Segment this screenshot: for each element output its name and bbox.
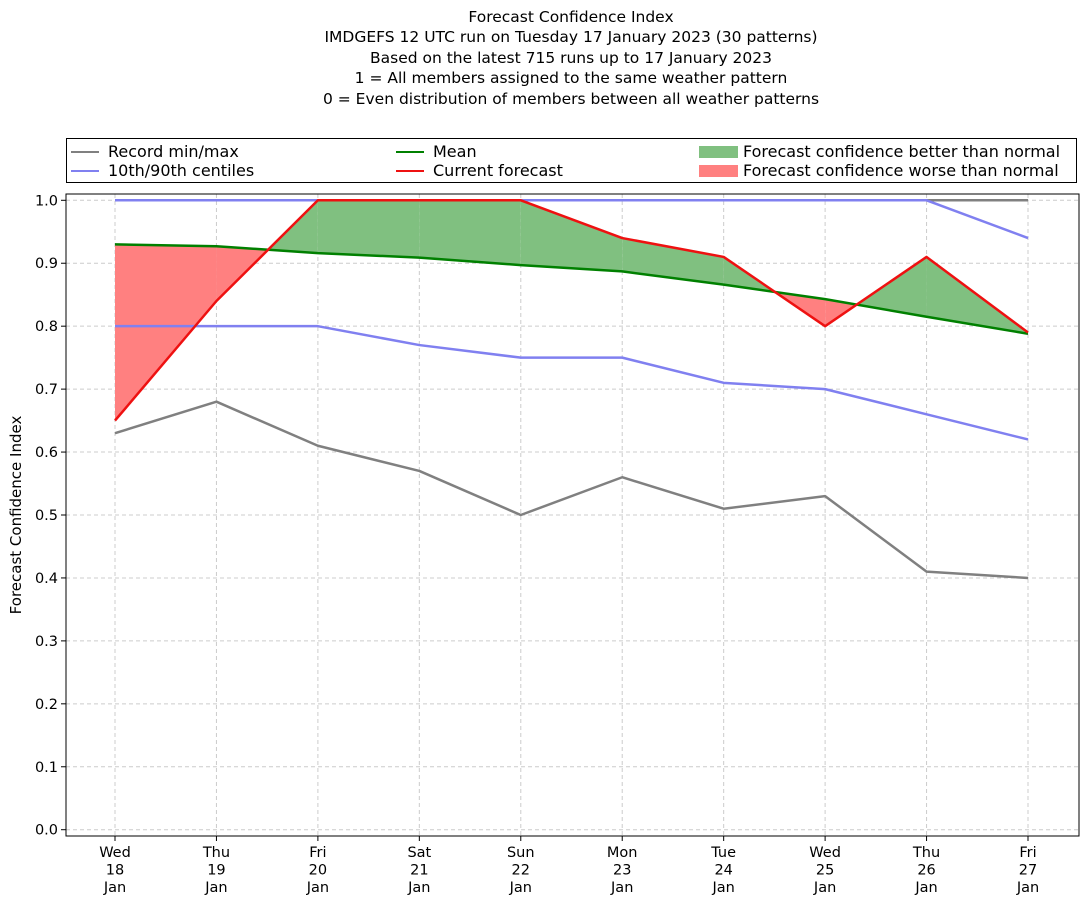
fill-better-4 (520, 200, 623, 272)
y-tick-label-6: 0.6 (35, 445, 58, 461)
x-tick-label-3-2: Jan (407, 880, 430, 896)
legend-label-better: Forecast confidence better than normal (743, 142, 1061, 161)
legend-item-current: Current forecast (396, 162, 563, 180)
legend: Record min/max 10th/90th centiles Mean C… (66, 138, 1077, 183)
x-tick-label-9-2: Jan (1016, 880, 1039, 896)
series-current-forecast (114, 199, 1029, 422)
y-axis-ticks: 0.0 0.1 0.2 0.3 0.4 0.5 0.6 0.7 0.8 0.9 1.0 (35, 193, 66, 839)
y-tick-label-0: 0.0 (35, 823, 58, 839)
fill-better-3 (419, 200, 521, 266)
x-tick-label-9-0: Fri (1019, 845, 1036, 861)
y-tick-label-3: 0.3 (35, 634, 58, 650)
x-tick-label-9-1: 27 (1019, 863, 1037, 879)
legend-label-record: Record min/max (108, 142, 239, 161)
title-line-3: Based on the latest 715 runs up to 17 Ja… (369, 48, 772, 67)
y-tick-label-4: 0.4 (35, 571, 58, 587)
y-tick-label-10: 1.0 (35, 193, 58, 209)
fill-better-5 (622, 238, 724, 285)
x-tick-label-1-0: Thu (202, 845, 230, 861)
legend-swatch-mean (396, 151, 424, 153)
legend-swatch-worse (699, 165, 738, 177)
series-p10 (115, 324, 1029, 441)
legend-label-worse: Forecast confidence worse than normal (743, 161, 1059, 180)
y-tick-label-7: 0.7 (35, 382, 58, 398)
x-tick-label-3-0: Sat (407, 845, 431, 861)
x-tick-label-6-0: Tue (710, 845, 736, 861)
legend-item-mean: Mean (396, 143, 477, 161)
x-tick-label-4-1: 22 (512, 863, 530, 879)
fill-worse-0 (115, 244, 217, 421)
legend-label-mean: Mean (433, 142, 477, 161)
x-tick-label-0-0: Wed (99, 845, 131, 861)
series-lines (114, 199, 1029, 580)
x-tick-label-1-2: Jan (204, 880, 227, 896)
title-line-1: Forecast Confidence Index (468, 8, 674, 26)
fill-better-7b (856, 256, 927, 317)
title-line-5: 0 = Even distribution of members between… (322, 89, 820, 108)
legend-swatch-centiles (71, 170, 99, 172)
x-tick-label-2-2: Jan (306, 880, 329, 896)
x-axis-ticks: Wed18JanThu19JanFri20JanSat21JanSun22Jan… (99, 836, 1039, 896)
y-tick-label-9: 0.9 (35, 256, 58, 272)
chart-title: Forecast Confidence Index IMDGEFS 12 UTC… (0, 7, 1092, 109)
legend-label-centiles: 10th/90th centiles (108, 161, 255, 180)
fill-better-2 (317, 200, 420, 258)
x-tick-label-5-1: 23 (613, 863, 631, 879)
legend-item-better: Forecast confidence better than normal (699, 143, 1060, 161)
x-tick-label-8-2: Jan (914, 880, 937, 896)
x-tick-label-6-1: 24 (714, 863, 732, 879)
legend-item-record: Record min/max (71, 143, 239, 161)
x-tick-label-2-1: 20 (309, 863, 327, 879)
x-tick-label-0-2: Jan (103, 880, 126, 896)
x-tick-label-4-2: Jan (509, 880, 532, 896)
legend-swatch-record (71, 151, 99, 153)
x-tick-label-4-0: Sun (507, 845, 535, 861)
legend-swatch-current (396, 170, 424, 172)
title-line-2: IMDGEFS 12 UTC run on Tuesday 17 January… (324, 28, 818, 47)
y-tick-label-8: 0.8 (35, 319, 58, 335)
x-tick-label-8-0: Thu (912, 845, 940, 861)
y-tick-label-1: 0.1 (35, 760, 58, 776)
x-tick-label-0-1: 18 (106, 863, 124, 879)
x-tick-label-7-0: Wed (809, 845, 841, 861)
legend-swatch-better (699, 146, 738, 158)
x-tick-label-5-2: Jan (610, 880, 633, 896)
x-tick-label-8-1: 26 (917, 863, 935, 879)
series-record-min (114, 400, 1029, 580)
legend-label-current: Current forecast (433, 161, 563, 180)
y-tick-label-5: 0.5 (35, 508, 58, 524)
x-tick-label-7-2: Jan (813, 880, 836, 896)
x-tick-label-6-2: Jan (711, 880, 734, 896)
x-tick-label-7-1: 25 (816, 863, 834, 879)
series-p90 (115, 199, 1029, 240)
legend-item-worse: Forecast confidence worse than normal (699, 162, 1059, 180)
x-tick-label-2-0: Fri (309, 845, 326, 861)
legend-item-centiles: 10th/90th centiles (71, 162, 254, 180)
x-tick-label-3-1: 21 (410, 863, 428, 879)
x-tick-label-5-0: Mon (607, 845, 638, 861)
y-axis-label: Forecast Confidence Index (7, 416, 25, 615)
y-tick-label-2: 0.2 (35, 697, 58, 713)
title-line-4: 1 = All members assigned to the same wea… (354, 69, 788, 88)
x-tick-label-1-1: 19 (207, 863, 225, 879)
